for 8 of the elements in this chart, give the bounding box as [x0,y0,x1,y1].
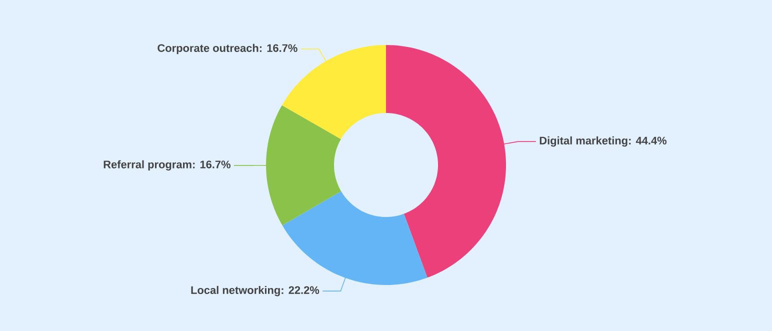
data-label: : 22.2% [282,286,320,294]
slice-label: Corporate outreach [158,44,258,54]
data-label: : 16.7% [193,160,231,168]
slice-label: Local networking [191,286,280,296]
slice-label: Referral program [104,160,192,171]
data-label: : 16.7% [260,44,298,52]
slice-label: Digital marketing [540,136,628,147]
data-label: : 44.4% [629,136,667,144]
